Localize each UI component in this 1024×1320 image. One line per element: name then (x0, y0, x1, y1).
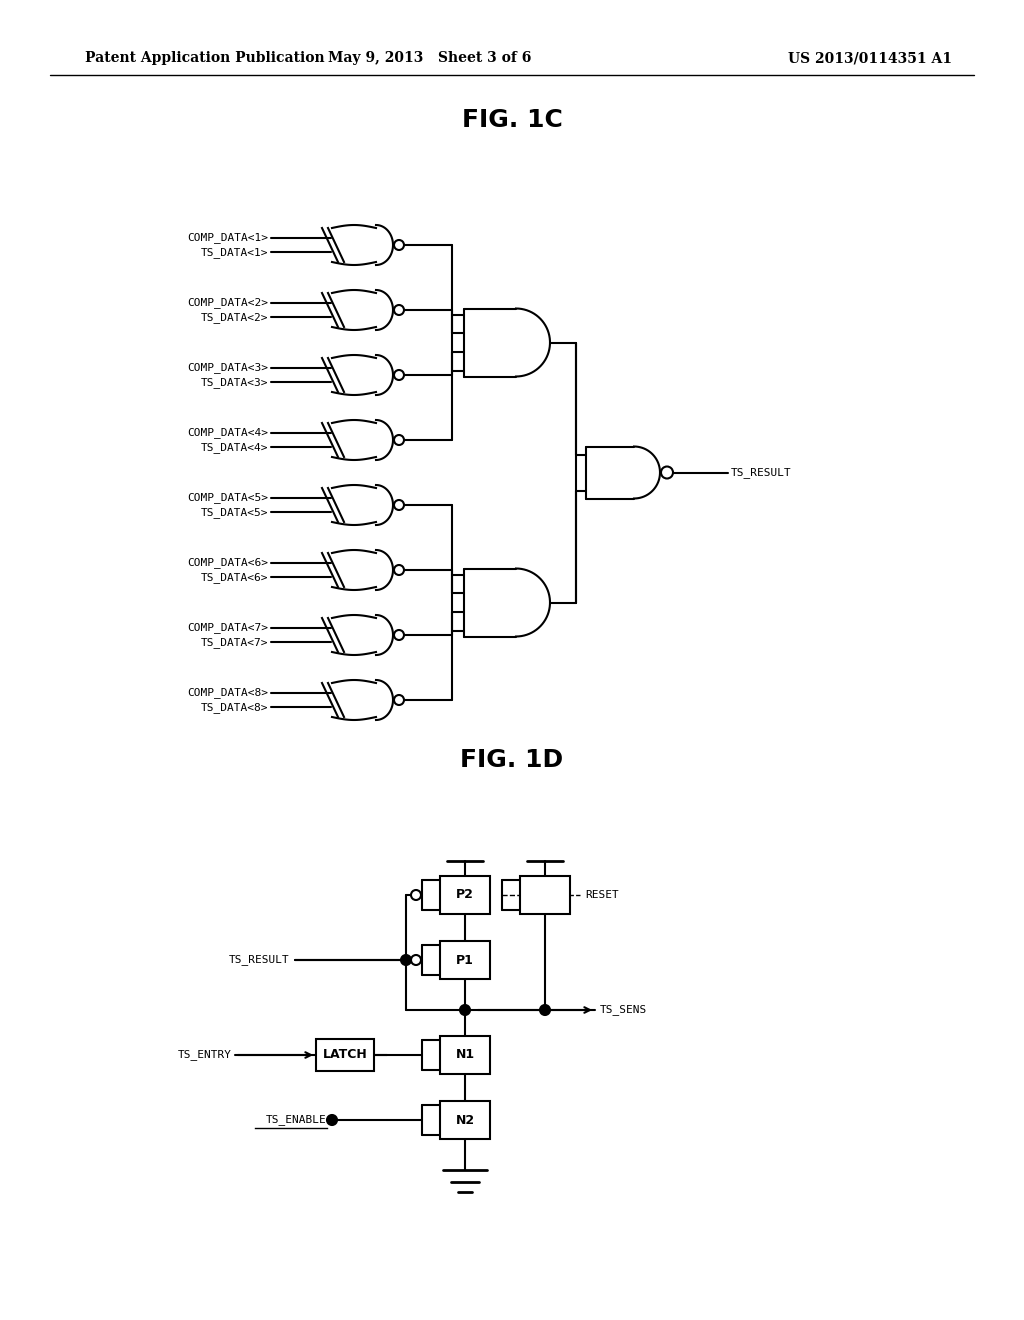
Text: TS_DATA<1>: TS_DATA<1> (201, 247, 268, 257)
Circle shape (327, 1115, 337, 1125)
Text: TS_DATA<8>: TS_DATA<8> (201, 702, 268, 713)
Text: US 2013/0114351 A1: US 2013/0114351 A1 (788, 51, 952, 65)
Text: N2: N2 (456, 1114, 474, 1126)
Text: TS_DATA<2>: TS_DATA<2> (201, 312, 268, 323)
Bar (316, 1039, 374, 1071)
Text: COMP_DATA<4>: COMP_DATA<4> (187, 428, 268, 438)
Text: TS_DATA<6>: TS_DATA<6> (201, 572, 268, 583)
Circle shape (460, 1005, 470, 1015)
Text: TS_ENTRY: TS_ENTRY (178, 1049, 232, 1060)
Text: FIG. 1C: FIG. 1C (462, 108, 562, 132)
Bar (520, 876, 570, 913)
Text: TS_DATA<7>: TS_DATA<7> (201, 638, 268, 648)
Text: COMP_DATA<2>: COMP_DATA<2> (187, 297, 268, 308)
Text: TS_DATA<5>: TS_DATA<5> (201, 507, 268, 517)
Text: P1: P1 (456, 953, 474, 966)
Circle shape (401, 954, 411, 965)
Bar (440, 876, 490, 913)
Bar (440, 1036, 490, 1074)
Text: LATCH: LATCH (323, 1048, 368, 1061)
Text: RESET: RESET (585, 890, 618, 900)
Text: May 9, 2013   Sheet 3 of 6: May 9, 2013 Sheet 3 of 6 (329, 51, 531, 65)
Text: Patent Application Publication: Patent Application Publication (85, 51, 325, 65)
Text: TS_ENABLE: TS_ENABLE (266, 1114, 327, 1126)
Circle shape (540, 1005, 550, 1015)
Text: COMP_DATA<8>: COMP_DATA<8> (187, 688, 268, 698)
Text: TS_SENS: TS_SENS (600, 1005, 647, 1015)
Bar (440, 941, 490, 979)
Bar (440, 1101, 490, 1139)
Text: COMP_DATA<1>: COMP_DATA<1> (187, 232, 268, 243)
Text: FIG. 1D: FIG. 1D (461, 748, 563, 772)
Text: TS_DATA<4>: TS_DATA<4> (201, 442, 268, 453)
Text: COMP_DATA<7>: COMP_DATA<7> (187, 622, 268, 634)
Text: TS_DATA<3>: TS_DATA<3> (201, 378, 268, 388)
Text: N1: N1 (456, 1048, 474, 1061)
Text: COMP_DATA<6>: COMP_DATA<6> (187, 557, 268, 568)
Text: P2: P2 (456, 888, 474, 902)
Text: COMP_DATA<3>: COMP_DATA<3> (187, 362, 268, 374)
Text: TS_RESULT: TS_RESULT (229, 954, 290, 965)
Text: TS_RESULT: TS_RESULT (731, 467, 792, 478)
Text: COMP_DATA<5>: COMP_DATA<5> (187, 492, 268, 503)
